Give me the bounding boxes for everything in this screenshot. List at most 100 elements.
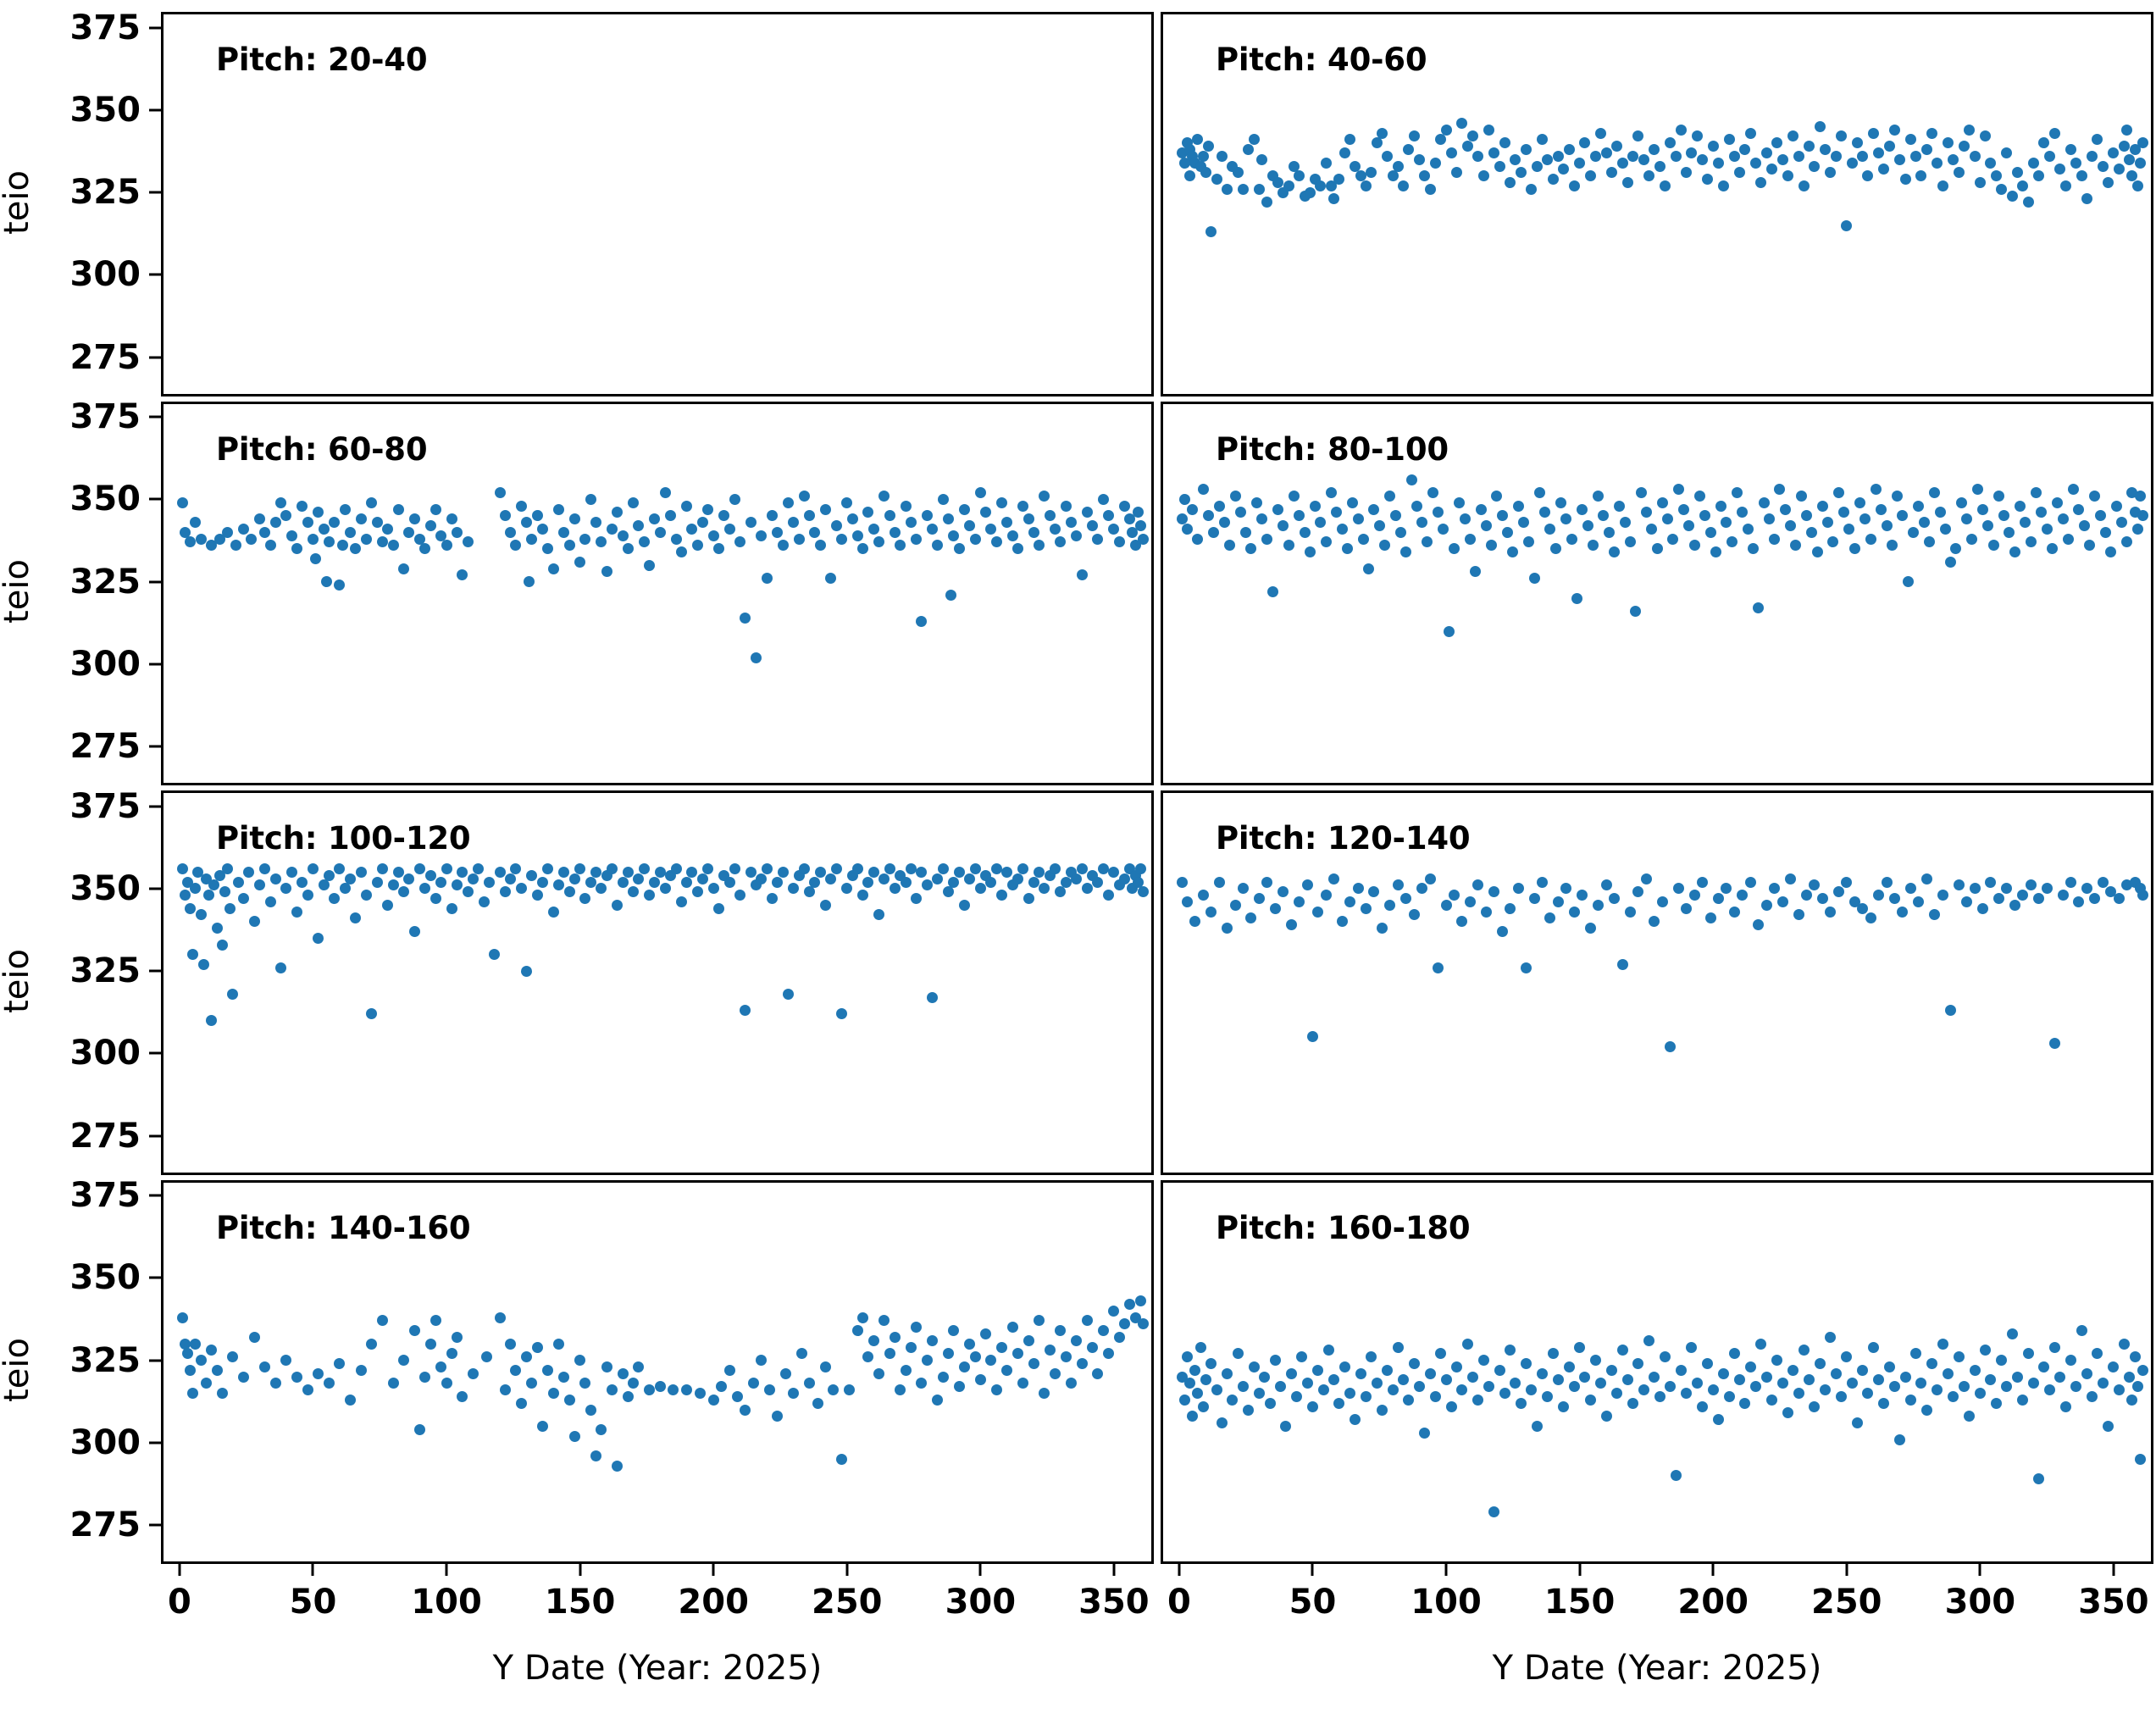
- data-point: [462, 886, 474, 898]
- data-point: [1621, 1374, 1633, 1386]
- data-point: [1737, 507, 1749, 518]
- data-point: [1945, 556, 1957, 568]
- data-point: [2046, 543, 2058, 555]
- data-point: [729, 493, 740, 505]
- data-point: [1081, 883, 1093, 895]
- data-point: [867, 1334, 879, 1346]
- data-point: [181, 1348, 193, 1360]
- panel-plot-area: [1163, 404, 2151, 784]
- data-point: [1408, 909, 1420, 921]
- data-point: [1659, 180, 1671, 191]
- data-point: [1200, 167, 1211, 179]
- data-point: [253, 879, 265, 891]
- x-tick-label: 100: [411, 1583, 482, 1622]
- y-tick-mark: [149, 1194, 161, 1197]
- data-point: [536, 876, 548, 888]
- data-point: [980, 507, 992, 518]
- data-point: [1238, 1381, 1250, 1393]
- data-point: [777, 540, 789, 552]
- data-point: [716, 1381, 728, 1393]
- data-point: [889, 526, 901, 538]
- data-point: [1985, 1374, 1997, 1386]
- data-point: [1467, 130, 1479, 142]
- data-point: [1702, 1358, 1714, 1370]
- data-point: [1878, 164, 1890, 175]
- data-point: [2070, 157, 2082, 169]
- data-point: [2092, 1348, 2103, 1360]
- data-point: [953, 1381, 965, 1393]
- data-point: [1568, 906, 1580, 918]
- data-point: [366, 1338, 378, 1350]
- data-point: [851, 1325, 863, 1337]
- data-point: [1011, 543, 1023, 555]
- data-point: [230, 540, 241, 552]
- data-point: [937, 493, 949, 505]
- data-point: [1568, 180, 1580, 191]
- data-point: [1774, 484, 1786, 496]
- data-point: [302, 1384, 313, 1396]
- data-point: [403, 526, 415, 538]
- data-point: [1624, 536, 1636, 548]
- panel-title: Pitch: 160-180: [1216, 1209, 1471, 1246]
- data-point: [1320, 890, 1332, 901]
- data-point: [809, 876, 821, 888]
- data-point: [510, 863, 522, 874]
- data-point: [1697, 876, 1709, 888]
- data-point: [452, 1331, 463, 1343]
- data-point: [1616, 1345, 1628, 1356]
- data-point: [596, 1423, 607, 1435]
- data-point: [441, 1378, 452, 1389]
- data-point: [2059, 180, 2071, 191]
- data-point: [1621, 176, 1633, 188]
- data-point: [900, 876, 912, 888]
- data-point: [505, 1338, 517, 1350]
- data-point: [1456, 916, 1468, 928]
- data-point: [779, 1367, 791, 1379]
- data-point: [419, 883, 431, 895]
- data-point: [1974, 176, 1986, 188]
- data-point: [579, 893, 591, 905]
- data-point: [1766, 1394, 1777, 1406]
- data-point: [804, 886, 816, 898]
- data-point: [1843, 523, 1855, 535]
- data-point: [1609, 893, 1621, 905]
- data-point: [1451, 167, 1463, 179]
- data-point: [1211, 1384, 1222, 1396]
- data-point: [1382, 150, 1394, 162]
- data-point: [1392, 1341, 1404, 1353]
- data-point: [772, 1411, 784, 1422]
- data-point: [1272, 503, 1283, 515]
- data-point: [804, 1378, 816, 1389]
- data-point: [916, 866, 928, 878]
- data-point: [846, 513, 858, 525]
- data-point: [1320, 536, 1332, 548]
- data-point: [2073, 896, 2085, 907]
- data-point: [900, 500, 912, 512]
- data-point: [1707, 1384, 1719, 1396]
- data-point: [232, 876, 244, 888]
- y-tick-label: 325: [69, 173, 141, 213]
- data-point: [1939, 523, 1951, 535]
- data-point: [782, 988, 794, 1000]
- data-point: [772, 526, 784, 538]
- data-point: [1619, 517, 1631, 529]
- data-point: [873, 536, 885, 548]
- data-point: [953, 866, 965, 878]
- data-point: [1291, 1390, 1303, 1402]
- data-point: [1787, 1364, 1799, 1376]
- data-point: [361, 533, 372, 545]
- data-point: [1424, 1367, 1436, 1379]
- data-point: [1076, 1358, 1088, 1370]
- data-point: [697, 517, 709, 529]
- data-point: [606, 523, 618, 535]
- data-point: [313, 932, 324, 944]
- x-tick-label: 250: [1810, 1583, 1882, 1622]
- data-point: [740, 612, 751, 624]
- data-point: [996, 1341, 1008, 1353]
- data-point: [2065, 144, 2076, 156]
- data-point: [302, 890, 313, 901]
- data-point: [862, 507, 874, 518]
- y-tick-label: 300: [69, 644, 141, 684]
- data-point: [1681, 1388, 1693, 1400]
- data-point: [1017, 1378, 1029, 1389]
